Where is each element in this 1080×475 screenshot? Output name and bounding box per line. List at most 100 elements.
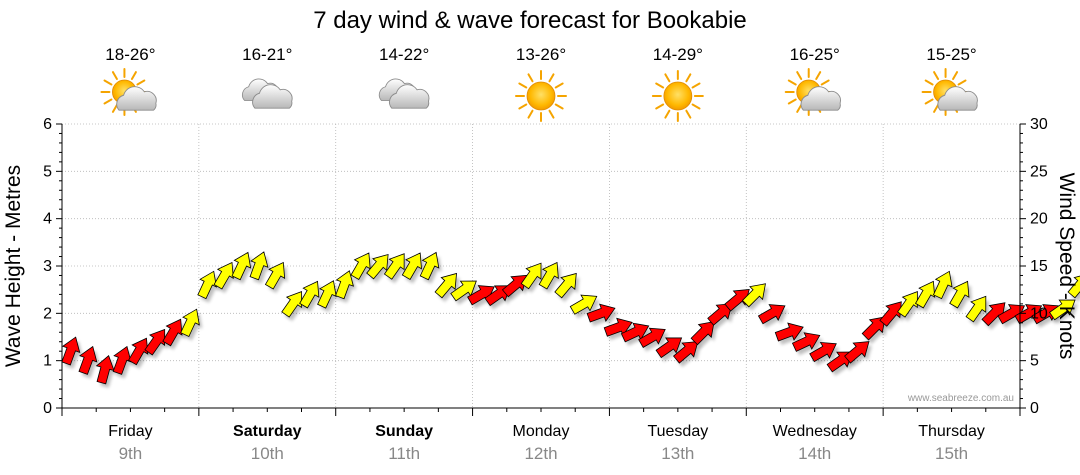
wind-arrow xyxy=(299,280,320,309)
day-date-label: 15th xyxy=(935,444,968,463)
left-tick-label: 6 xyxy=(43,116,52,133)
right-tick-label: 0 xyxy=(1030,400,1039,417)
wind-arrow xyxy=(128,337,149,366)
sun-cloud-icon xyxy=(921,68,978,116)
wind-arrow xyxy=(61,336,81,366)
sun-cloud-icon xyxy=(784,68,841,116)
left-tick-label: 5 xyxy=(43,163,52,180)
right-tick-label: 5 xyxy=(1030,353,1039,370)
day-temp-range: 18-26° xyxy=(105,45,155,64)
day-date-label: 10th xyxy=(251,444,284,463)
wind-arrow xyxy=(1031,304,1060,325)
sun-icon xyxy=(515,70,567,122)
wind-arrow xyxy=(586,303,616,323)
wind-arrow xyxy=(707,303,733,326)
wind-arrow xyxy=(965,295,987,323)
wind-arrow xyxy=(78,345,98,375)
wind-arrow xyxy=(231,251,252,281)
wind-arrow xyxy=(1048,299,1076,321)
wind-arrow xyxy=(638,327,666,348)
sun-icon xyxy=(651,70,704,122)
wind-arrow xyxy=(655,337,683,359)
wind-arrow xyxy=(879,301,902,327)
wind-arrow xyxy=(180,308,200,338)
wind-arrow xyxy=(914,280,936,309)
grid xyxy=(62,123,1020,408)
day-temp-range: 14-22° xyxy=(379,45,429,64)
day-headers: 18-26° 16-21° 14-22° 13-26° 14-29° 16-25° 15-2… xyxy=(100,45,978,122)
cloud-icon xyxy=(242,78,293,109)
wind-arrow xyxy=(672,341,699,364)
wind-arrow xyxy=(844,341,870,364)
wind-arrow xyxy=(949,280,970,309)
day-temp-range: 13-26° xyxy=(516,45,566,64)
chart-title: 7 day wind & wave forecast for Bookabie xyxy=(313,7,747,34)
day-name-label: Tuesday xyxy=(647,423,708,440)
day-name-label: Thursday xyxy=(918,423,985,440)
day-temp-range: 14-29° xyxy=(653,45,703,64)
wind-arrow xyxy=(281,291,302,318)
wind-arrow xyxy=(317,280,337,309)
wind-arrow xyxy=(419,251,440,281)
wind-arrow xyxy=(520,262,542,290)
right-axis-title: Wind Speed - Knots xyxy=(1055,173,1078,360)
day-temp-range: 15-25° xyxy=(926,45,976,64)
wind-arrow xyxy=(144,328,166,356)
wind-arrow xyxy=(774,322,804,342)
day-date-label: 9th xyxy=(119,444,143,463)
wind-arrow xyxy=(554,272,577,299)
wind-arrow xyxy=(724,289,750,312)
day-name-label: Sunday xyxy=(375,423,433,440)
wind-arrow xyxy=(932,270,953,300)
right-tick-label: 30 xyxy=(1030,116,1048,133)
wind-arrow xyxy=(1067,272,1080,299)
wind-arrow xyxy=(350,252,371,281)
day-name-label: Friday xyxy=(108,423,152,440)
wind-arrow xyxy=(162,318,183,347)
left-tick-label: 1 xyxy=(43,353,52,370)
wind-arrow xyxy=(383,253,405,280)
left-axis-title: Wave Height - Metres xyxy=(2,165,25,367)
wind-arrow xyxy=(501,274,528,298)
day-temp-range: 16-21° xyxy=(242,45,292,64)
right-tick-label: 25 xyxy=(1030,163,1048,180)
x-axis-labels: Friday 9th Saturday 10th Sunday 11th Monday 12t… xyxy=(61,408,1021,463)
wind-arrow xyxy=(213,261,234,290)
cloud-icon xyxy=(378,78,430,109)
right-tick-label: 20 xyxy=(1030,211,1048,228)
wind-arrow xyxy=(809,341,837,363)
wind-arrow xyxy=(335,270,354,300)
wind-arrow xyxy=(757,304,786,325)
day-date-label: 11th xyxy=(388,444,420,463)
sun-cloud-icon xyxy=(100,68,157,116)
wind-arrow xyxy=(791,332,821,352)
credit-text: www.seabreeze.com.au xyxy=(907,393,1014,404)
right-tick-label: 15 xyxy=(1030,258,1048,275)
wind-arrow xyxy=(197,270,217,300)
wind-arrow xyxy=(690,321,715,346)
wind-arrow xyxy=(366,253,389,280)
day-temp-range: 16-25° xyxy=(790,45,840,64)
day-name-label: Saturday xyxy=(233,423,302,440)
day-name-label: Monday xyxy=(513,423,570,440)
day-date-label: 12th xyxy=(524,444,557,463)
left-tick-label: 3 xyxy=(43,258,52,275)
wind-arrow xyxy=(249,251,269,281)
right-axis-ticks: 0 5 10 15 20 25 30 xyxy=(1020,116,1048,417)
wind-arrow xyxy=(569,294,598,315)
left-tick-label: 4 xyxy=(43,211,52,228)
left-axis-ticks: 0 1 2 3 4 5 6 xyxy=(43,116,62,417)
wind-arrow xyxy=(861,316,886,341)
wind-arrows xyxy=(61,251,1080,385)
left-tick-label: 2 xyxy=(43,305,52,322)
left-tick-label: 0 xyxy=(43,400,52,417)
wind-arrow xyxy=(264,261,286,290)
day-date-label: 14th xyxy=(798,444,831,463)
day-date-label: 13th xyxy=(661,444,694,463)
wind-arrow xyxy=(741,283,766,308)
right-tick-label: 10 xyxy=(1030,305,1048,322)
wind-arrow xyxy=(434,272,458,299)
wind-arrow xyxy=(897,291,918,318)
wind-arrow xyxy=(401,252,422,281)
